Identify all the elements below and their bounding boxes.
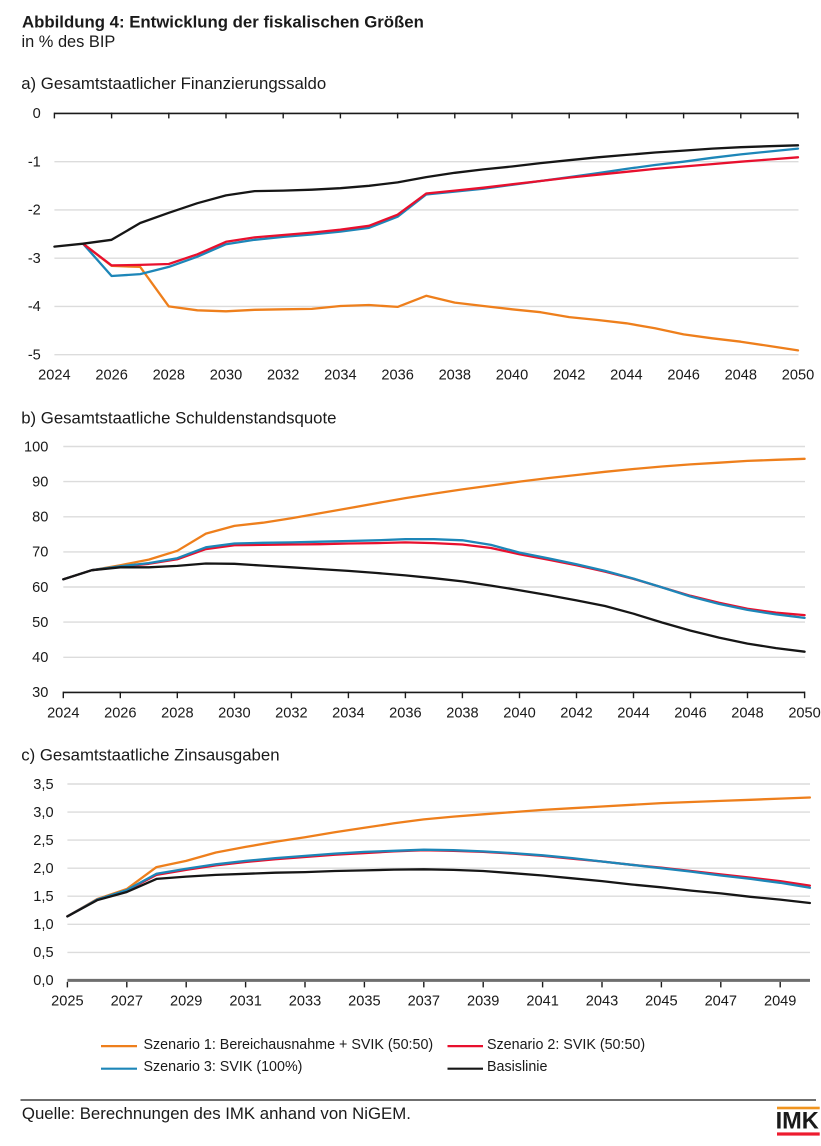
svg-text:60: 60 (32, 580, 48, 596)
svg-text:2038: 2038 (439, 368, 471, 384)
svg-text:-3: -3 (28, 251, 41, 267)
svg-text:-4: -4 (28, 299, 41, 315)
svg-text:1,0: 1,0 (33, 917, 53, 933)
svg-text:2046: 2046 (674, 705, 706, 721)
svg-text:2032: 2032 (267, 368, 299, 384)
svg-text:70: 70 (32, 545, 48, 561)
svg-text:2049: 2049 (764, 994, 796, 1010)
svg-text:2034: 2034 (324, 368, 356, 384)
svg-text:2044: 2044 (617, 705, 649, 721)
svg-text:80: 80 (32, 510, 48, 526)
svg-text:2042: 2042 (560, 705, 592, 721)
svg-text:2024: 2024 (47, 705, 79, 721)
svg-text:2038: 2038 (446, 705, 478, 721)
svg-text:Szenario 2: SVIK (50:50): Szenario 2: SVIK (50:50) (487, 1037, 645, 1053)
svg-text:2027: 2027 (111, 994, 143, 1010)
svg-text:90: 90 (32, 474, 48, 490)
svg-text:2034: 2034 (332, 705, 364, 721)
svg-text:2041: 2041 (526, 994, 558, 1010)
svg-text:Basislinie: Basislinie (487, 1059, 547, 1075)
svg-text:b) Gesamtstaatliche Schuldenst: b) Gesamtstaatliche Schuldenstandsquote (21, 409, 336, 428)
svg-text:2037: 2037 (408, 994, 440, 1010)
svg-text:2028: 2028 (153, 368, 185, 384)
svg-text:30: 30 (32, 685, 48, 701)
svg-text:100: 100 (24, 439, 48, 455)
svg-text:2047: 2047 (705, 994, 737, 1010)
svg-text:2040: 2040 (503, 705, 535, 721)
svg-text:in % des BIP: in % des BIP (22, 33, 116, 51)
svg-text:2045: 2045 (645, 994, 677, 1010)
svg-text:2024: 2024 (38, 368, 70, 384)
svg-text:2036: 2036 (389, 705, 421, 721)
svg-text:Quelle: Berechnungen des IMK a: Quelle: Berechnungen des IMK anhand von … (22, 1104, 411, 1123)
svg-text:0,5: 0,5 (33, 945, 53, 961)
svg-text:3,0: 3,0 (33, 805, 53, 821)
svg-text:2036: 2036 (381, 368, 413, 384)
svg-text:2033: 2033 (289, 994, 321, 1010)
svg-text:40: 40 (32, 650, 48, 666)
svg-text:Abbildung 4: Entwicklung der f: Abbildung 4: Entwicklung der fiskalische… (22, 13, 424, 32)
svg-text:50: 50 (32, 615, 48, 631)
svg-text:-1: -1 (28, 154, 41, 170)
svg-text:2025: 2025 (51, 994, 83, 1010)
svg-text:2031: 2031 (229, 994, 261, 1010)
svg-text:2028: 2028 (161, 705, 193, 721)
svg-text:3,5: 3,5 (33, 777, 53, 793)
svg-text:c) Gesamtstaatliche Zinsausgab: c) Gesamtstaatliche Zinsausgaben (21, 746, 279, 765)
svg-text:2039: 2039 (467, 994, 499, 1010)
svg-text:2050: 2050 (788, 705, 820, 721)
svg-text:2026: 2026 (104, 705, 136, 721)
svg-text:2030: 2030 (218, 705, 250, 721)
svg-text:2040: 2040 (496, 368, 528, 384)
svg-text:0: 0 (33, 106, 41, 122)
svg-text:2032: 2032 (275, 705, 307, 721)
svg-text:2029: 2029 (170, 994, 202, 1010)
svg-text:Szenario 1: Bereichausnahme +: Szenario 1: Bereichausnahme + SVIK (50:5… (144, 1037, 434, 1053)
svg-text:2030: 2030 (210, 368, 242, 384)
svg-text:1,5: 1,5 (33, 889, 53, 905)
svg-text:Szenario 3: SVIK (100%): Szenario 3: SVIK (100%) (144, 1059, 303, 1075)
svg-text:2035: 2035 (348, 994, 380, 1010)
svg-text:-5: -5 (28, 348, 41, 364)
svg-text:IMK: IMK (776, 1109, 819, 1135)
svg-text:2042: 2042 (553, 368, 585, 384)
svg-text:2046: 2046 (667, 368, 699, 384)
svg-text:2044: 2044 (610, 368, 642, 384)
svg-text:0,0: 0,0 (33, 973, 53, 989)
svg-text:2050: 2050 (782, 368, 814, 384)
svg-text:2043: 2043 (586, 994, 618, 1010)
svg-text:a) Gesamtstaatlicher Finanzier: a) Gesamtstaatlicher Finanzierungssaldo (21, 74, 326, 93)
svg-text:-2: -2 (28, 203, 41, 219)
svg-text:2026: 2026 (95, 368, 127, 384)
svg-text:2,5: 2,5 (33, 833, 53, 849)
svg-text:2,0: 2,0 (33, 861, 53, 877)
svg-text:2048: 2048 (725, 368, 757, 384)
svg-text:2048: 2048 (731, 705, 763, 721)
